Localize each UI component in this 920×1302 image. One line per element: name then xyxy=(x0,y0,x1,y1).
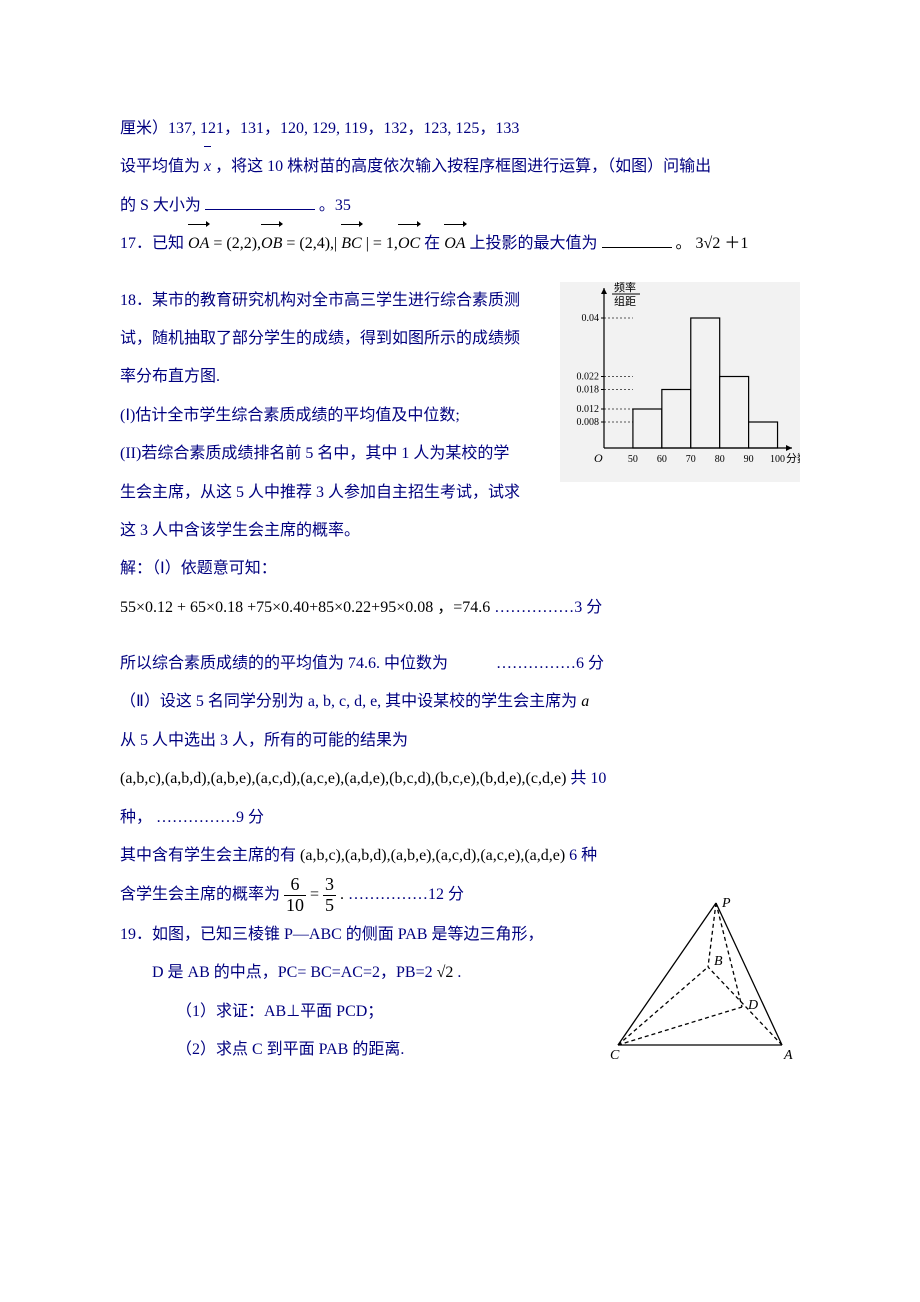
fill-blank xyxy=(205,194,315,209)
answer: 。 3√2 ＋1 xyxy=(676,235,749,252)
denominator: 5 xyxy=(323,895,336,916)
q18-l6: 生会主席，从这 5 人中推荐 3 人参加自主招生考试，试求 xyxy=(120,474,550,512)
t: 含学生会主席的概率为 xyxy=(120,886,284,903)
t: = (2,4),| xyxy=(282,235,341,252)
fraction-3-5: 3 5 xyxy=(323,875,336,916)
vector-oa: OA xyxy=(188,225,209,263)
svg-text:0.018: 0.018 xyxy=(577,384,600,395)
score: ……………3 分 xyxy=(494,599,602,616)
numerator: 6 xyxy=(284,875,306,895)
t: 种， xyxy=(120,809,152,826)
expr: 55×0.12 + 65×0.18 +75×0.40+85×0.22+95×0.… xyxy=(120,599,490,616)
svg-text:B: B xyxy=(714,954,723,969)
sol-l7: 种， ……………9 分 xyxy=(120,799,800,837)
tuple-list: (a,b,c),(a,b,d),(a,b,e),(a,c,d),(a,c,e),… xyxy=(120,770,566,787)
svg-text:0.012: 0.012 xyxy=(577,404,600,415)
text: 在 xyxy=(424,235,444,252)
t: 其中含有学生会主席的有 xyxy=(120,847,300,864)
text: 的 S 大小为 xyxy=(120,197,201,214)
q18-l4: (Ⅰ)估计全市学生综合素质成绩的平均值及中位数; xyxy=(120,397,550,435)
fill-blank xyxy=(602,233,672,248)
numerator: 3 xyxy=(323,875,336,895)
histogram-svg: 0.008 0.012 0.018 0.022 0.04 50 60 70 80 90 100 O 频率… xyxy=(560,282,800,482)
vector-bc: BC xyxy=(341,225,361,263)
q18-l7: 这 3 人中含该学生会主席的概率。 xyxy=(120,512,550,550)
count: 6 种 xyxy=(569,847,597,864)
svg-text:60: 60 xyxy=(657,454,667,465)
text: 。35 xyxy=(319,197,351,214)
svg-text:C: C xyxy=(610,1048,620,1063)
fraction-6-10: 6 10 xyxy=(284,875,306,916)
denominator: 10 xyxy=(284,895,306,916)
text: 17．已知 xyxy=(120,235,184,252)
svg-text:组距: 组距 xyxy=(614,294,636,308)
t: D 是 AB 的中点，PC= BC=AC=2，PB=2 xyxy=(152,964,433,981)
q16-line3: 的 S 大小为 。35 xyxy=(120,187,800,225)
tetra-figure: P A B C D xyxy=(600,875,800,1080)
vector-oc: OC xyxy=(398,225,420,263)
text: ，将这 10 株树苗的高度依次输入按程序框图进行运算，（如图）问输出 xyxy=(215,158,711,175)
sol-l9: 含学生会主席的概率为 6 10 = 3 5 . ……………12 分 xyxy=(120,875,590,916)
svg-text:80: 80 xyxy=(715,454,725,465)
t: . xyxy=(457,964,461,981)
svg-text:0.022: 0.022 xyxy=(577,371,600,382)
page: 厘米）137, 121，131，120, 129, 119，132，123, 1… xyxy=(0,0,920,1161)
q19-l4: （2）求点 C 到平面 PAB 的距离. xyxy=(120,1031,590,1069)
t: | = 1, xyxy=(362,235,398,252)
svg-text:0.04: 0.04 xyxy=(582,313,600,324)
svg-text:0.008: 0.008 xyxy=(577,417,600,428)
sqrt2: √2 xyxy=(437,964,454,981)
t: （Ⅱ）设这 5 名同学分别为 a, b, c, d, e, 其中设某校的学生会主… xyxy=(120,693,581,710)
sol-l6: (a,b,c),(a,b,d),(a,b,e),(a,c,d),(a,c,e),… xyxy=(120,760,800,798)
svg-text:分数: 分数 xyxy=(786,452,800,465)
score: ……………9 分 xyxy=(156,809,264,826)
q19-l2: D 是 AB 的中点，PC= BC=AC=2，PB=2 √2 . xyxy=(120,954,590,992)
sol-l4: （Ⅱ）设这 5 名同学分别为 a, b, c, d, e, 其中设某校的学生会主… xyxy=(120,683,800,721)
var-a: a xyxy=(581,693,589,710)
q18-l3: 率分布直方图. xyxy=(120,358,550,396)
score: ……………6 分 xyxy=(496,655,604,672)
text: 设平均值为 xyxy=(120,158,204,175)
svg-text:A: A xyxy=(783,1048,793,1063)
xbar-symbol: x xyxy=(204,148,211,186)
sol-l2: 55×0.12 + 65×0.18 +75×0.40+85×0.22+95×0.… xyxy=(120,589,800,627)
tail: 共 10 xyxy=(570,770,606,787)
sol-l3: 所以综合素质成绩的的平均值为 74.6. 中位数为 ……………6 分 xyxy=(120,645,800,683)
tetra-svg: P A B C D xyxy=(600,895,800,1065)
vector-oa-2: OA xyxy=(444,225,465,263)
q19-l3: （1）求证：AB⊥平面 PCD； xyxy=(120,993,590,1031)
q18-block: 18．某市的教育研究机构对全市高三学生进行综合素质测 试，随机抽取了部分学生的成… xyxy=(120,282,800,551)
q17-line: 17．已知 OA = (2,2),OB = (2,4),| BC | = 1,O… xyxy=(120,225,800,263)
score: ……………12 分 xyxy=(348,886,464,903)
t: 所以综合素质成绩的的平均值为 74.6. 中位数为 xyxy=(120,655,448,672)
eq: OA = (2,2),OB = (2,4),| BC | = 1,OC xyxy=(188,235,424,252)
dot: . xyxy=(340,886,344,903)
vector-ob: OB xyxy=(261,225,282,263)
bottom-row: 含学生会主席的概率为 6 10 = 3 5 . ……………12 分 19．如图，… xyxy=(120,875,800,1080)
sol-l5: 从 5 人中选出 3 人，所有的可能的结果为 xyxy=(120,722,800,760)
text: 上投影的最大值为 xyxy=(470,235,598,252)
q18-l5: (II)若综合素质成绩排名前 5 名中，其中 1 人为某校的学 xyxy=(120,435,550,473)
t: = (2,2), xyxy=(209,235,261,252)
svg-text:70: 70 xyxy=(686,454,696,465)
svg-text:O: O xyxy=(594,451,603,465)
sol-l8: 其中含有学生会主席的有 (a,b,c),(a,b,d),(a,b,e),(a,c… xyxy=(120,837,800,875)
svg-text:50: 50 xyxy=(628,454,638,465)
svg-text:100: 100 xyxy=(770,454,785,465)
eq: = xyxy=(310,886,323,903)
spacer xyxy=(120,627,800,645)
svg-text:D: D xyxy=(747,998,758,1013)
sol-l1: 解：（Ⅰ）依题意可知： xyxy=(120,550,800,588)
svg-text:频率: 频率 xyxy=(614,282,636,294)
q18-l2: 试，随机抽取了部分学生的成绩，得到如图所示的成绩频 xyxy=(120,320,550,358)
q18-l1: 18．某市的教育研究机构对全市高三学生进行综合素质测 xyxy=(120,282,550,320)
q19-l1: 19．如图，已知三棱锥 P—ABC 的侧面 PAB 是等边三角形， xyxy=(120,916,590,954)
q16-line1: 厘米）137, 121，131，120, 129, 119，132，123, 1… xyxy=(120,110,800,148)
q16-line2: 设平均值为 x ，将这 10 株树苗的高度依次输入按程序框图进行运算，（如图）问… xyxy=(120,148,800,186)
spacer xyxy=(120,264,800,282)
tuple-list: (a,b,c),(a,b,d),(a,b,e),(a,c,d),(a,c,e),… xyxy=(300,847,565,864)
svg-text:90: 90 xyxy=(744,454,754,465)
histogram-figure: 0.008 0.012 0.018 0.022 0.04 50 60 70 80 90 100 O 频率… xyxy=(560,282,800,497)
svg-text:P: P xyxy=(721,896,731,911)
